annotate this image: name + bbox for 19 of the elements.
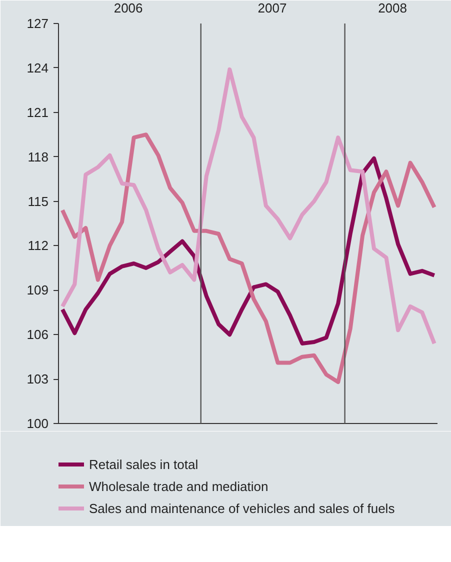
x-tick-label: 2006: [114, 0, 143, 16]
y-tick-label: 112: [28, 238, 49, 254]
legend-label: Wholesale trade and mediation: [89, 478, 268, 494]
line-series: [60, 156, 436, 346]
y-tick-label: 103: [26, 372, 49, 387]
line-series: [60, 132, 436, 384]
legend-label: Retail sales in total: [89, 456, 198, 472]
legend-label: Sales and maintenance of vehicles and sales of fuels: [89, 500, 395, 516]
y-tick-label: 127: [26, 16, 49, 31]
y-tick-label: 109: [26, 282, 49, 298]
x-tick-label: 2007: [258, 0, 287, 16]
y-tick-label: 124: [26, 60, 49, 76]
line-series: [60, 67, 436, 346]
y-tick-label: 100: [26, 416, 49, 431]
y-tick-label: 115: [28, 194, 49, 209]
y-tick-label: 121: [26, 104, 49, 120]
y-tick-label: 118: [28, 149, 49, 164]
y-tick-label: 106: [26, 327, 49, 342]
x-tick-label: 2008: [378, 0, 408, 16]
